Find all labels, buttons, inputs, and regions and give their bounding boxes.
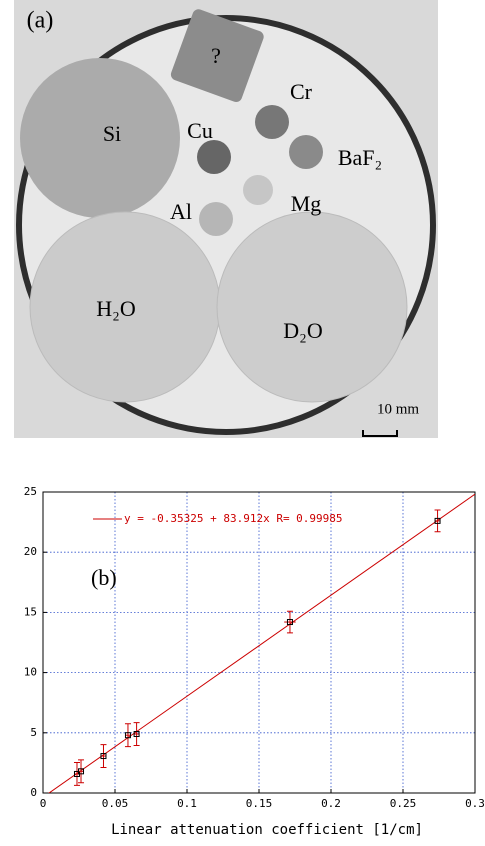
sample-label: Si xyxy=(103,121,121,146)
point xyxy=(78,768,85,775)
x-tick-label: 0.1 xyxy=(177,797,197,810)
chart: 0 0.05 0.1 0.15 0.2 0.25 0.3 0 5 10 15 20 25 Linear a… xyxy=(24,485,485,838)
image-panel: (a) ? Si Cu Cr BaF₂ Al Mg H₂O D₂O 10 mm xyxy=(14,0,438,438)
x-axis-label: Linear attenuation coefficient [1/cm] xyxy=(111,822,423,838)
sample xyxy=(170,9,264,103)
sample xyxy=(197,140,231,174)
scale-bar-label: 10 mm xyxy=(377,401,419,417)
sample-label: H₂O xyxy=(96,296,135,321)
y-tick-label: 15 xyxy=(24,605,37,618)
sample xyxy=(216,211,408,403)
annotation: (b) xyxy=(91,565,117,590)
sample xyxy=(255,105,289,139)
sample-label: ? xyxy=(211,43,221,68)
sample xyxy=(20,58,180,218)
sample-label: BaF₂ xyxy=(338,145,382,170)
x-tick-label: 0 xyxy=(40,797,47,810)
plot-frame xyxy=(42,491,476,794)
point xyxy=(434,517,441,524)
y-tick-label: 10 xyxy=(24,666,37,679)
sample-label: Cu xyxy=(187,118,213,143)
point xyxy=(100,753,107,760)
point xyxy=(133,731,140,738)
x-tick-label: 0.25 xyxy=(390,797,417,810)
x-tick-label: 0.2 xyxy=(321,797,341,810)
sample-label: Cr xyxy=(290,79,313,104)
fit-line xyxy=(48,493,475,793)
x-tick-label: 0.3 xyxy=(465,797,485,810)
x-tick-label: 0.05 xyxy=(102,797,129,810)
panel-label: (a) xyxy=(27,8,54,34)
legend-label: y = -0.35325 + 83.912x R= 0.99985 xyxy=(124,512,343,525)
sample-label: D₂O xyxy=(283,318,322,343)
sample xyxy=(243,175,273,205)
point xyxy=(124,732,131,739)
x-tick-label: 0.15 xyxy=(246,797,273,810)
y-tick-label: 25 xyxy=(24,485,37,498)
point xyxy=(286,619,293,626)
y-tick-label: 20 xyxy=(24,545,37,558)
scale-bar xyxy=(362,430,398,437)
sample-label: Al xyxy=(170,199,192,224)
sample-label: Mg xyxy=(291,191,322,216)
y-tick-label: 0 xyxy=(30,786,37,799)
sample xyxy=(289,135,323,169)
sample xyxy=(199,202,233,236)
y-tick-label: 5 xyxy=(30,726,37,739)
